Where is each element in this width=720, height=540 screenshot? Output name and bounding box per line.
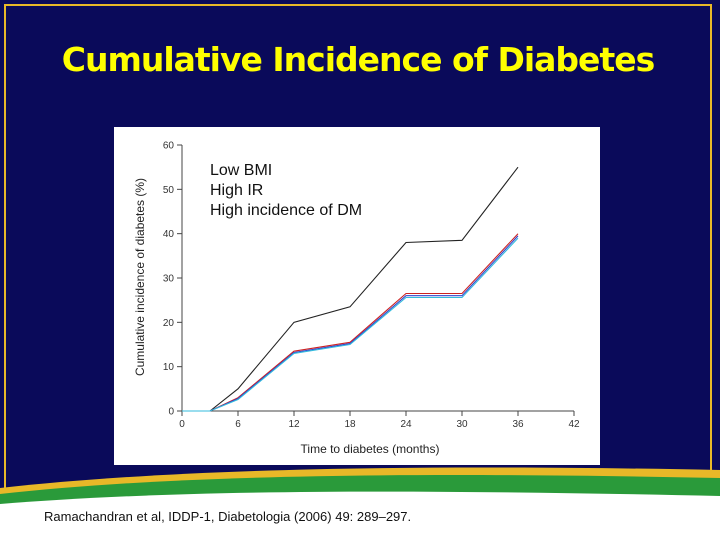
- series-line-blue: [182, 235, 519, 412]
- y-tick-label: 30: [163, 274, 175, 285]
- series-line-cyan: [182, 237, 519, 412]
- chart-annotation: Low BMI High IR High incidence of DM: [210, 161, 362, 221]
- x-tick-label: 0: [179, 419, 185, 430]
- x-axis-label: Time to diabetes (months): [301, 442, 440, 456]
- x-tick-label: 30: [456, 419, 468, 430]
- annotation-line: High IR: [210, 182, 264, 199]
- chart-axes: 0 10 20 30 40 50 60 0 6 12 18 24 30 36 42: [163, 141, 580, 431]
- series-line-black: [182, 166, 519, 412]
- x-tick-label: 12: [288, 419, 300, 430]
- annotation-line: Low BMI: [210, 162, 273, 179]
- y-tick-label: 0: [168, 407, 174, 418]
- slide-title: Cumulative Incidence of Diabetes: [61, 40, 656, 79]
- series-line-red: [182, 233, 519, 412]
- chart-series: [182, 166, 519, 412]
- x-tick-label: 24: [400, 419, 412, 430]
- y-tick-label: 20: [163, 318, 175, 329]
- line-chart: 0 10 20 30 40 50 60 0 6 12 18 24 30 36 42 Time to diab…: [133, 141, 580, 457]
- y-axis-label: Cumulative incidence of diabetes (%): [133, 178, 147, 376]
- citation-text: Ramachandran et al, IDDP-1, Diabetologia…: [44, 509, 412, 524]
- x-tick-label: 18: [344, 419, 356, 430]
- y-tick-label: 10: [163, 362, 175, 373]
- y-tick-label: 50: [163, 185, 175, 196]
- annotation-line: High incidence of DM: [210, 202, 363, 219]
- y-tick-label: 40: [163, 229, 175, 240]
- footer-wave: [0, 467, 720, 540]
- x-tick-label: 6: [235, 419, 241, 430]
- y-tick-label: 60: [163, 141, 175, 152]
- chart-panel: 0 10 20 30 40 50 60 0 6 12 18 24 30 36 42 Time to diab…: [114, 127, 600, 465]
- x-tick-label: 36: [512, 419, 524, 430]
- x-tick-label: 42: [568, 419, 580, 430]
